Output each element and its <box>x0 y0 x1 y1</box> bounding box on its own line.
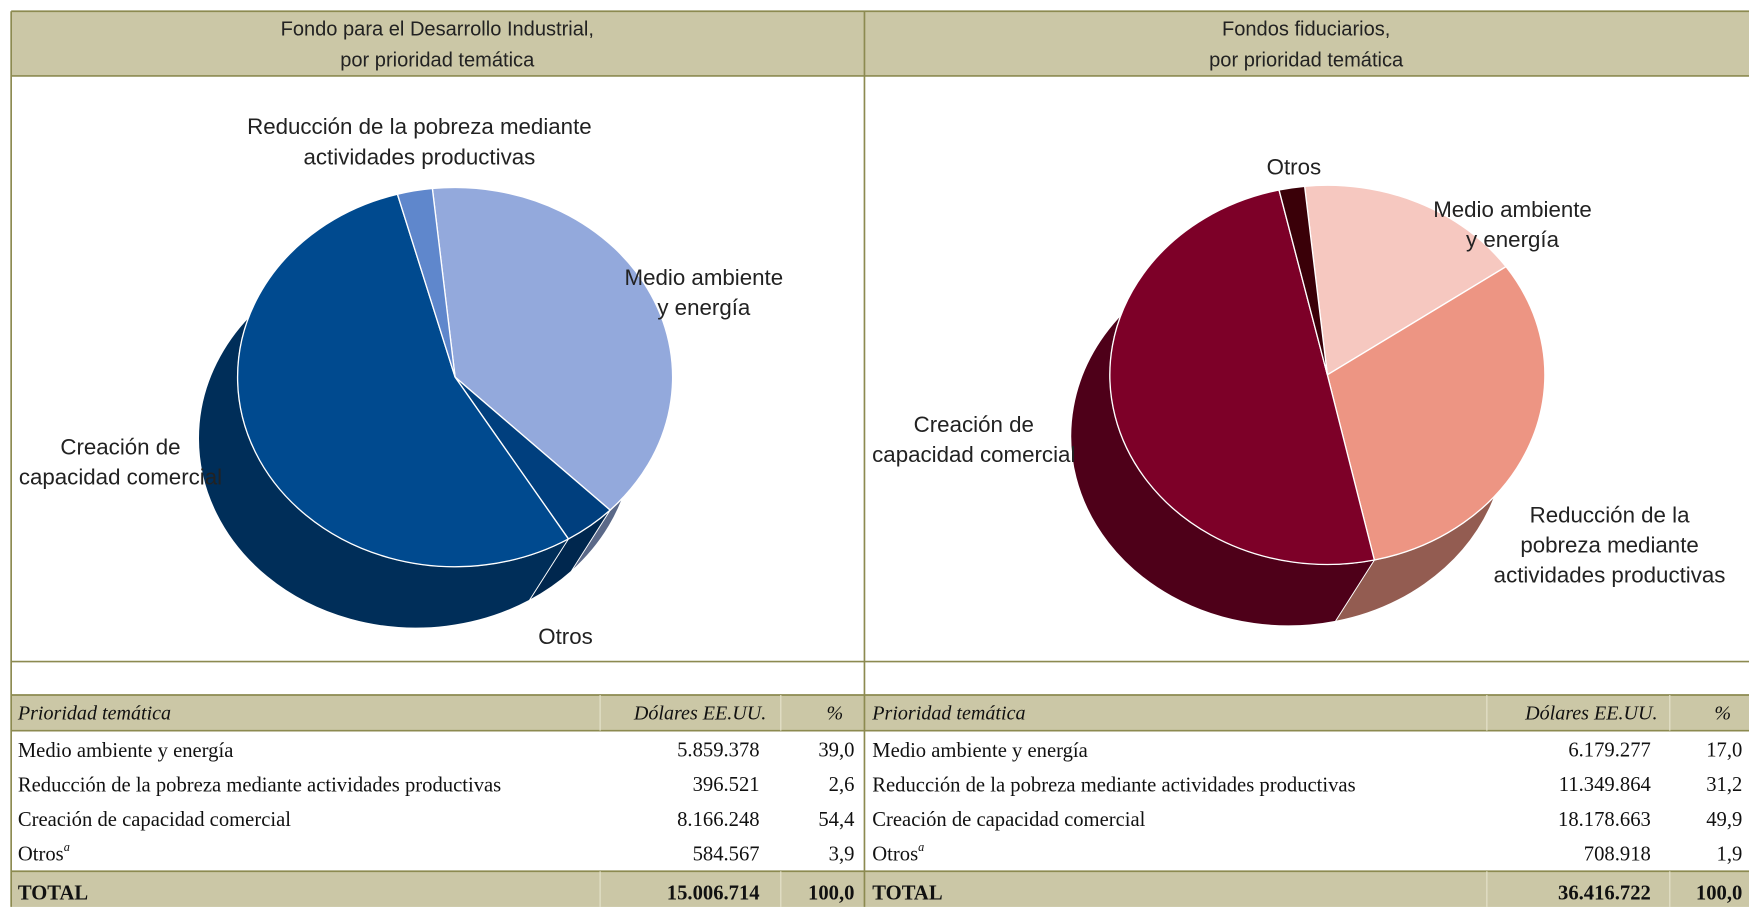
row-label: Reducción de la pobreza mediante activid… <box>872 774 1355 796</box>
slice-label: Otros <box>1267 154 1322 179</box>
column-header: % <box>1714 703 1731 725</box>
slice-label: Reducción de la pobreza mediante <box>247 114 592 139</box>
total-dollars: 15.006.714 <box>667 882 760 904</box>
column-header: Prioridad temática <box>871 703 1025 725</box>
row-label-text: Reducción de la pobreza mediante activid… <box>18 774 501 796</box>
table-total-band <box>11 871 1749 907</box>
chart-title: Fondos fiduciarios, <box>1222 18 1390 40</box>
row-label: Reducción de la pobreza mediante activid… <box>18 774 501 796</box>
row-label-text: Medio ambiente y energía <box>872 740 1088 762</box>
slice-label: pobreza mediante <box>1520 533 1699 558</box>
footnote-marker: a <box>64 840 70 854</box>
row-label: Creación de capacidad comercial <box>872 809 1145 831</box>
pie-slice <box>431 186 674 511</box>
dollars: 708.918 <box>1584 843 1651 865</box>
slice-label: Creación de <box>914 412 1034 437</box>
pie-slice <box>1109 189 1376 566</box>
total-label: TOTAL <box>18 882 88 904</box>
frame <box>10 10 1749 907</box>
row-label-text: Reducción de la pobreza mediante activid… <box>872 774 1355 796</box>
total-percent: 100,0 <box>808 882 854 904</box>
percent: 1,9 <box>1717 843 1743 865</box>
row-label: Medio ambiente y energía <box>872 740 1088 762</box>
row-label-text: Otros <box>18 843 64 865</box>
row-label: Creación de capacidad comercial <box>18 809 291 831</box>
dollars: 11.349.864 <box>1559 774 1651 796</box>
chart-title: por prioridad temática <box>1209 50 1404 72</box>
percent: 54,4 <box>818 809 854 831</box>
column-header: Dólares EE.UU. <box>1524 703 1657 725</box>
slice-label: Otros <box>538 624 593 649</box>
row-label-text: Creación de capacidad comercial <box>18 809 291 831</box>
slice-label: Medio ambiente <box>625 265 784 290</box>
slice-label: capacidad comercial <box>19 464 222 489</box>
row-label: Medio ambiente y energía <box>18 740 234 762</box>
pie-slice <box>1303 184 1507 376</box>
slice-label: y energía <box>657 295 751 320</box>
total-percent: 100,0 <box>1696 882 1742 904</box>
column-header: Prioridad temática <box>17 703 171 725</box>
row-label-text: Medio ambiente y energía <box>18 740 234 762</box>
total-label: TOTAL <box>872 882 942 904</box>
percent: 17,0 <box>1706 740 1742 762</box>
slice-label: actividades productivas <box>1494 563 1726 588</box>
total-dollars: 36.416.722 <box>1558 882 1651 904</box>
footnote-marker: a <box>918 840 924 854</box>
percent: 2,6 <box>829 774 855 796</box>
header-band <box>11 11 1749 76</box>
slice-label: Reducción de la <box>1530 502 1690 527</box>
percent: 49,9 <box>1706 809 1742 831</box>
dollars: 6.179.277 <box>1568 740 1651 762</box>
dollars: 8.166.248 <box>677 809 760 831</box>
dollars: 396.521 <box>693 774 760 796</box>
column-header: % <box>827 703 844 725</box>
table-header-band <box>11 694 1749 731</box>
percent: 39,0 <box>818 740 854 762</box>
pie-slice <box>396 187 456 378</box>
percent: 31,2 <box>1706 774 1742 796</box>
row-label: Otrosa <box>18 840 70 866</box>
dollars: 5.859.378 <box>677 740 760 762</box>
chart-title: Fondo para el Desarrollo Industrial, <box>281 18 594 40</box>
percent: 3,9 <box>829 843 855 865</box>
column-dividers <box>599 694 1671 907</box>
pie-slice <box>1326 265 1546 561</box>
slice-label: capacidad comercial <box>872 442 1075 467</box>
dollars: 584.567 <box>693 843 760 865</box>
row-label-text: Creación de capacidad comercial <box>872 809 1145 831</box>
chart-title: por prioridad temática <box>340 50 535 72</box>
slice-label: Creación de <box>60 434 180 459</box>
column-header: Dólares EE.UU. <box>633 703 766 725</box>
row-label-text: Otros <box>872 843 918 865</box>
slice-label: Medio ambiente <box>1433 197 1592 222</box>
pie-slice <box>236 193 570 568</box>
pie-slice <box>1278 185 1329 376</box>
dollars: 18.178.663 <box>1558 809 1651 831</box>
row-label: Otrosa <box>872 840 924 866</box>
slice-label: actividades productivas <box>304 144 536 169</box>
slice-label: y energía <box>1466 227 1560 252</box>
